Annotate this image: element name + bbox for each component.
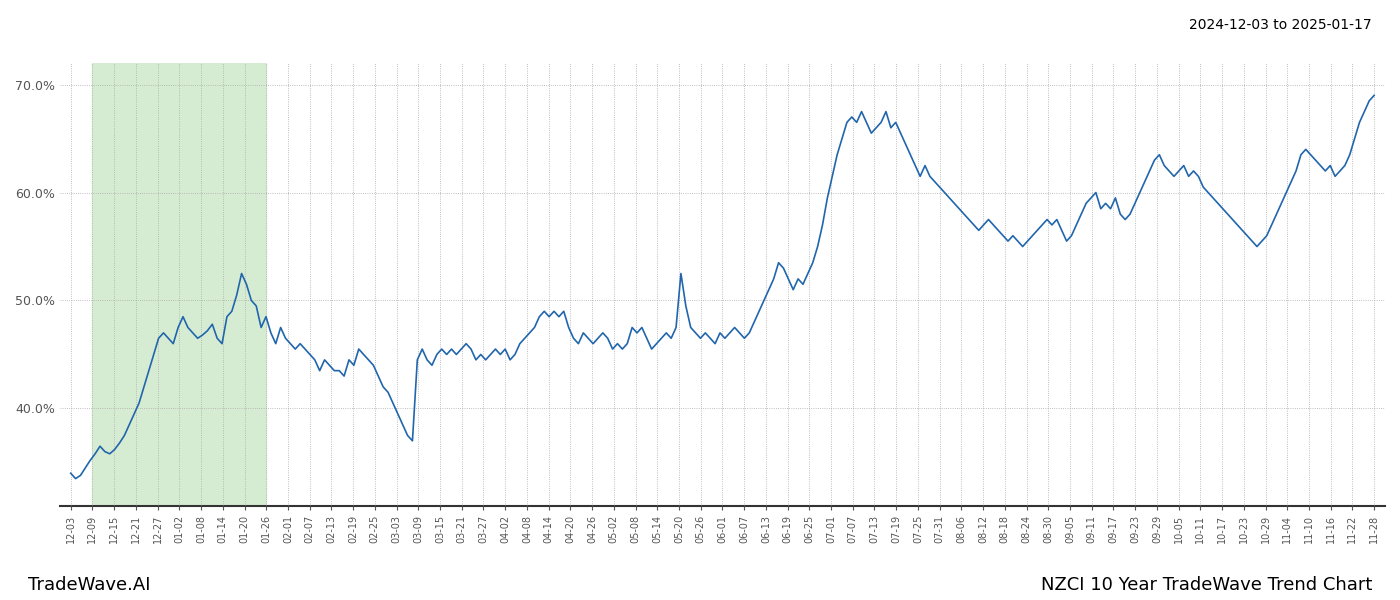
Text: NZCI 10 Year TradeWave Trend Chart: NZCI 10 Year TradeWave Trend Chart [1040,576,1372,594]
Text: TradeWave.AI: TradeWave.AI [28,576,151,594]
Text: 2024-12-03 to 2025-01-17: 2024-12-03 to 2025-01-17 [1190,18,1372,32]
Bar [92,63,266,506]
